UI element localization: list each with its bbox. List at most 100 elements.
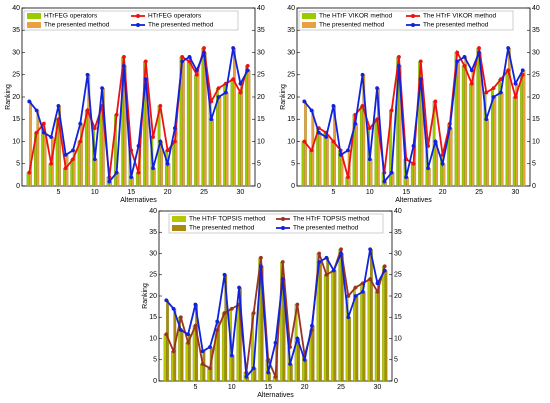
marker: [346, 315, 351, 320]
marker: [316, 130, 321, 135]
marker: [251, 366, 256, 371]
x-tick-label: 5: [56, 189, 60, 196]
x-axis-label: Alternatives: [257, 392, 294, 399]
marker: [462, 63, 467, 68]
bar: [348, 317, 351, 382]
marker: [34, 108, 39, 113]
bar: [370, 249, 373, 382]
bar: [207, 368, 211, 382]
marker: [484, 90, 489, 95]
y2-tick-label: 15: [394, 314, 402, 321]
bar: [94, 159, 98, 187]
bar: [384, 270, 388, 382]
marker: [222, 311, 227, 315]
bar: [486, 119, 489, 187]
x-tick-label: 15: [127, 189, 135, 196]
marker: [426, 166, 430, 171]
bar: [338, 249, 342, 382]
marker: [171, 306, 176, 311]
x-tick-label: 20: [301, 384, 309, 391]
marker: [173, 139, 177, 144]
marker: [324, 255, 329, 260]
marker: [71, 157, 75, 162]
marker: [462, 55, 467, 59]
legend-swatch: [302, 22, 316, 28]
marker: [49, 135, 54, 139]
y2-tick-label: 10: [257, 138, 265, 145]
marker: [477, 50, 481, 55]
legend-swatch: [172, 216, 186, 222]
marker: [433, 99, 438, 104]
marker: [309, 108, 314, 113]
y2-tick-label: 40: [394, 208, 402, 215]
bar: [410, 163, 414, 187]
bar: [359, 105, 363, 187]
legend-label: The presented method: [148, 22, 214, 29]
y2-tick-label: 35: [532, 27, 540, 34]
bar: [471, 70, 475, 187]
y2-tick-label: 35: [257, 27, 265, 34]
bar: [194, 74, 197, 187]
bar: [311, 325, 315, 382]
bar: [182, 61, 185, 187]
bar: [180, 329, 184, 382]
marker: [331, 268, 336, 273]
legend-label: The HTrF TOPSIS method: [293, 216, 370, 223]
marker: [231, 77, 236, 82]
marker: [173, 126, 177, 131]
x-axis-label: Alternatives: [395, 197, 432, 204]
y2-tick-label: 20: [532, 94, 540, 101]
marker: [360, 104, 365, 108]
bar: [48, 163, 52, 187]
y-tick-label: 25: [149, 272, 157, 279]
bar: [240, 83, 244, 187]
y-tick-label: 35: [287, 27, 295, 34]
marker: [513, 95, 518, 99]
marker: [448, 126, 452, 131]
bar: [355, 123, 358, 187]
bar: [369, 159, 373, 187]
bar: [304, 359, 308, 382]
marker: [513, 81, 518, 86]
marker: [368, 277, 373, 281]
x-tick-label: 30: [237, 189, 245, 196]
marker: [202, 46, 206, 50]
marker: [171, 349, 176, 354]
marker: [208, 345, 212, 349]
bar: [318, 132, 322, 187]
y2-tick-label: 15: [257, 116, 265, 123]
marker: [237, 285, 241, 290]
bar: [427, 168, 431, 187]
legend-box: [298, 10, 514, 31]
marker: [85, 72, 90, 77]
marker: [455, 59, 460, 64]
marker: [216, 86, 221, 90]
bar: [289, 363, 293, 382]
bar: [457, 61, 460, 187]
marker: [353, 294, 358, 298]
legend-label: HTrFEG operators: [44, 13, 98, 20]
bar: [331, 270, 334, 382]
y2-tick-label: 20: [257, 94, 265, 101]
marker: [202, 50, 206, 55]
marker: [215, 319, 220, 324]
marker: [411, 144, 416, 148]
bar: [135, 172, 139, 187]
marker: [382, 268, 387, 273]
bar: [360, 283, 363, 382]
marker: [331, 139, 336, 144]
marker: [309, 148, 314, 153]
marker: [78, 121, 83, 126]
x-tick-label: 5: [193, 384, 197, 391]
bar: [170, 351, 174, 382]
marker: [418, 77, 423, 82]
bar: [116, 172, 120, 187]
y2-tick-label: 5: [257, 161, 261, 168]
marker: [194, 72, 199, 77]
x-tick-label: 10: [366, 189, 374, 196]
marker: [506, 46, 511, 50]
legend-label: The presented method: [44, 22, 110, 29]
y-tick-label: 20: [12, 94, 20, 101]
legend-label: The presented method: [293, 225, 359, 232]
